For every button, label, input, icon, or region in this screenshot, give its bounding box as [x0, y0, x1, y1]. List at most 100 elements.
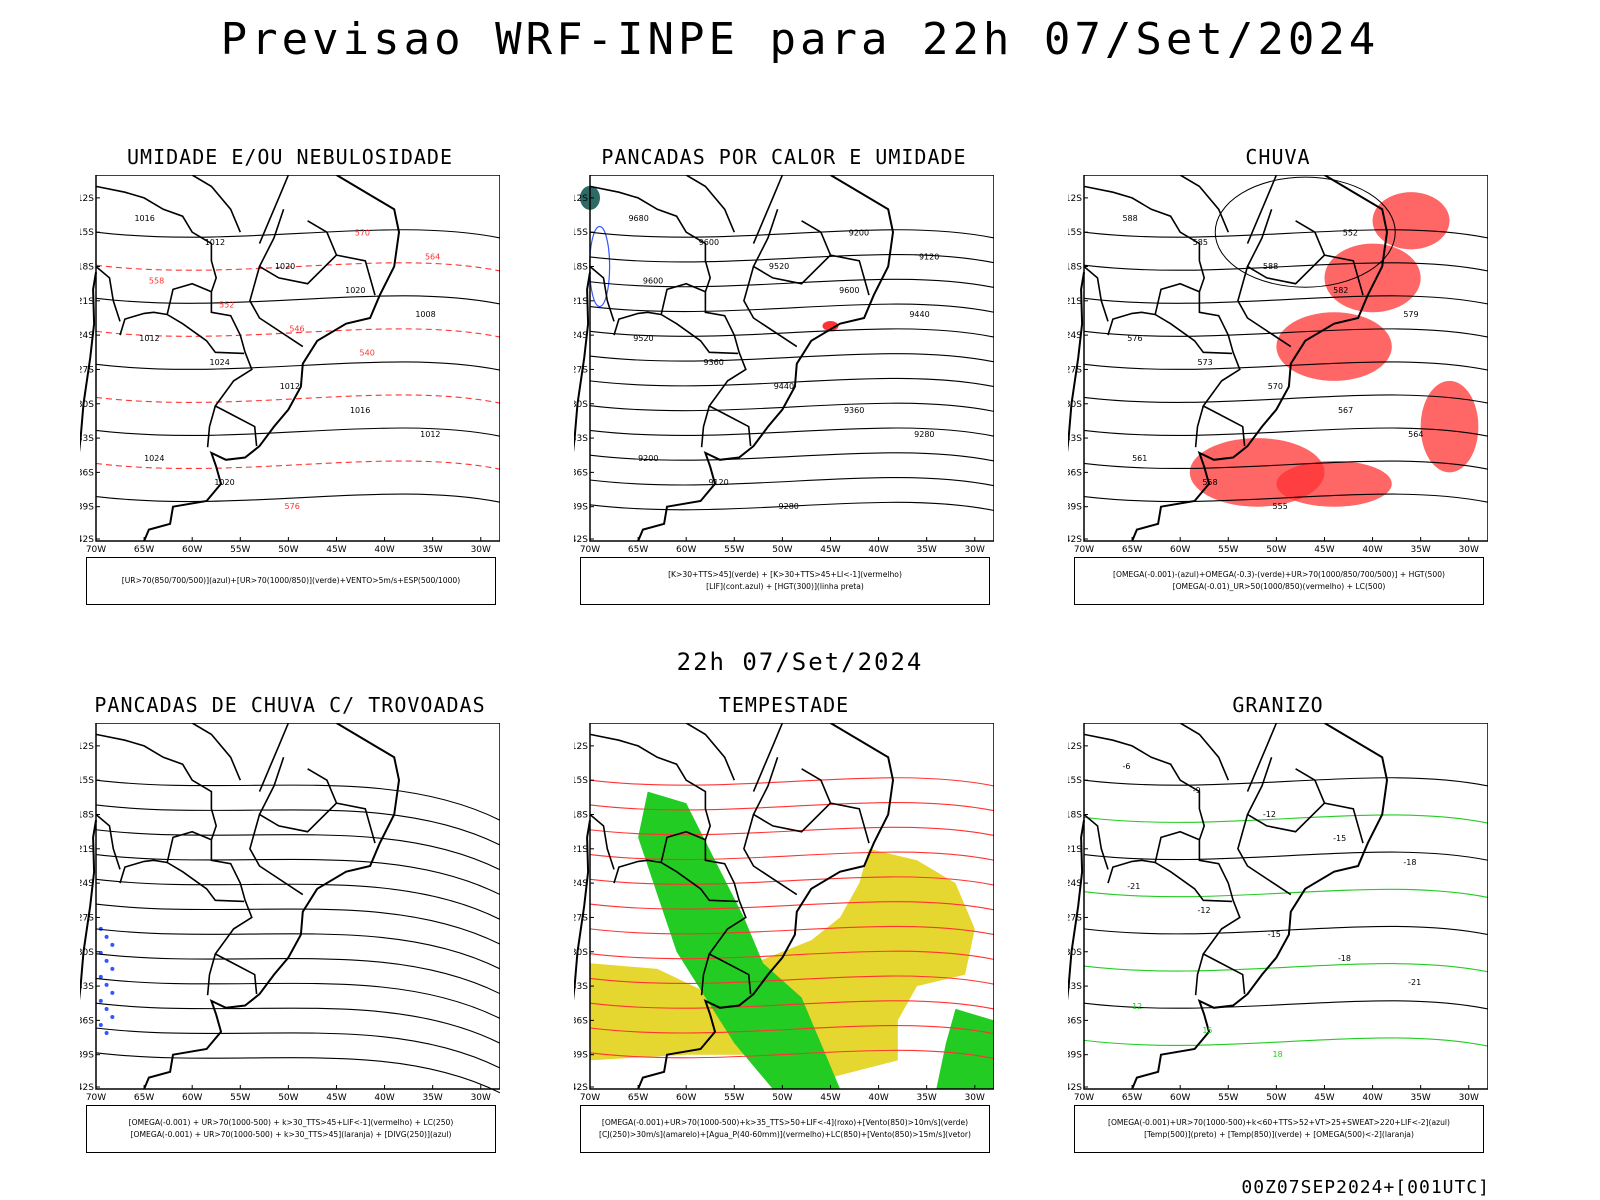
map-frame: [95, 723, 500, 1090]
contour-line: [1083, 493, 1488, 503]
coastline: [574, 272, 591, 453]
border-line: [830, 802, 870, 844]
contour-label: 579: [1403, 310, 1418, 319]
contour-label: 1020: [275, 262, 295, 271]
divergence-dot: [98, 974, 103, 979]
lon-label: 50W: [278, 545, 298, 555]
coastline: [1068, 820, 1085, 1001]
contour-label: 12: [1132, 1002, 1142, 1011]
lon-label: 40W: [868, 1093, 888, 1103]
map-layers: -6 -9 -12 -15 -18 -21 -12 -15 -18 -21 12 15 18: [1068, 723, 1488, 1090]
contour-label: 9600: [643, 277, 663, 286]
contour-label: -6: [1122, 762, 1130, 771]
lat-label: 15S: [1068, 228, 1082, 238]
lon-label: 70W: [1074, 1093, 1094, 1103]
divergence-dot: [110, 942, 115, 947]
lon-label: 35W: [1410, 1093, 1430, 1103]
border-line: [166, 313, 245, 355]
panel-legend: [OMEGA(-0.001)-(azul)+OMEGA(-0.3)-(verde…: [1074, 557, 1484, 605]
contour-label: 1012: [420, 430, 440, 439]
lat-label: 30S: [80, 400, 94, 410]
lon-label: 70W: [86, 545, 106, 555]
contour-line: [1083, 1000, 1488, 1010]
contour-line: [589, 975, 994, 985]
contour-line: [95, 1052, 500, 1094]
contour-line: [95, 427, 500, 437]
border-line: [95, 185, 258, 447]
contour-line: [589, 402, 994, 412]
lat-label: 30S: [574, 948, 588, 958]
map-frame: [1083, 723, 1488, 1090]
lon-label: 55W: [230, 1093, 250, 1103]
border-line: [1246, 757, 1326, 833]
map-layers: [80, 723, 500, 1094]
map-umidade: 1016 1012 1020 1020 1008 1012 1024 1012 1016 1012…: [80, 175, 500, 555]
border-line: [95, 265, 121, 322]
lat-label: 12S: [1068, 194, 1082, 204]
divergence-dot: [98, 1022, 103, 1027]
lat-label: 21S: [80, 297, 94, 307]
contour-label: 9120: [708, 478, 728, 487]
contour-line: [589, 1000, 994, 1010]
lon-label: 30W: [471, 545, 491, 555]
divergence-dot: [110, 1014, 115, 1019]
contour-label: 1020: [214, 478, 234, 487]
legend-line-2: [CJ(250)>30m/s](amarelo)+[Agua_P(40-60mm…: [599, 1130, 971, 1139]
contour-line: [95, 977, 500, 1019]
border-line: [1107, 282, 1200, 336]
lon-label: 65W: [134, 1093, 154, 1103]
contour-label: 1012: [280, 382, 300, 391]
lat-label: 33S: [80, 434, 94, 444]
contour-line: [95, 878, 500, 920]
panel-legend: [OMEGA(-0.001) + UR>70(1000-500) + k>30_…: [86, 1105, 496, 1153]
contour-label: 9440: [774, 382, 794, 391]
border-line: [1083, 185, 1246, 447]
contour-line: [95, 903, 500, 945]
border-line: [589, 265, 615, 322]
coastline: [574, 820, 591, 1001]
contour-line: [1083, 925, 1488, 936]
contour-line: [589, 303, 994, 313]
lat-label: 39S: [574, 503, 588, 513]
contour-line: [95, 779, 500, 821]
lat-label: 15S: [80, 776, 94, 786]
heat-shower-area: [822, 320, 839, 331]
border-line: [258, 723, 290, 792]
contour-line: [1083, 777, 1488, 787]
lat-label: 27S: [80, 913, 94, 923]
contour-label: 561: [1132, 454, 1147, 463]
lon-label: 60W: [182, 1093, 202, 1103]
contour-label: 567: [1338, 406, 1353, 415]
lon-label: 50W: [772, 1093, 792, 1103]
contour-label: -21: [1408, 978, 1421, 987]
contour-line: [1083, 328, 1488, 338]
divergence-dot: [110, 990, 115, 995]
border-line: [258, 175, 290, 244]
coastline: [143, 723, 401, 1090]
legend-line-1: [K>30+TTS>45](verde) + [K>30+TTS>45+LI<-…: [668, 570, 902, 579]
lat-label: 21S: [80, 845, 94, 855]
panel-title: GRANIZO: [1232, 693, 1324, 717]
panel-chuva: CHUVA 588 585 588 582 579 576 573 570 567 564 561 5…: [1068, 145, 1488, 635]
border-line: [700, 953, 711, 996]
contour-line: [1083, 394, 1488, 404]
contour-label: 552: [219, 301, 234, 310]
contour-line: [589, 950, 994, 960]
contour-label: 9120: [919, 253, 939, 262]
lat-label: 24S: [80, 331, 94, 341]
map-frame: [589, 723, 994, 1090]
border-line: [830, 254, 870, 296]
contour-label: 1024: [210, 358, 230, 367]
lat-label: 39S: [80, 1051, 94, 1061]
lat-label: 30S: [574, 400, 588, 410]
rain-area: [1276, 460, 1392, 507]
contour-line: [95, 229, 500, 239]
lat-label: 42S: [1068, 1083, 1082, 1093]
lat-label: 12S: [80, 194, 94, 204]
border-line: [589, 813, 615, 870]
lat-label: 36S: [574, 468, 588, 478]
lon-label: 50W: [1266, 1093, 1286, 1103]
border-line: [660, 861, 739, 903]
border-line: [191, 175, 242, 233]
lon-label: 50W: [278, 1093, 298, 1103]
